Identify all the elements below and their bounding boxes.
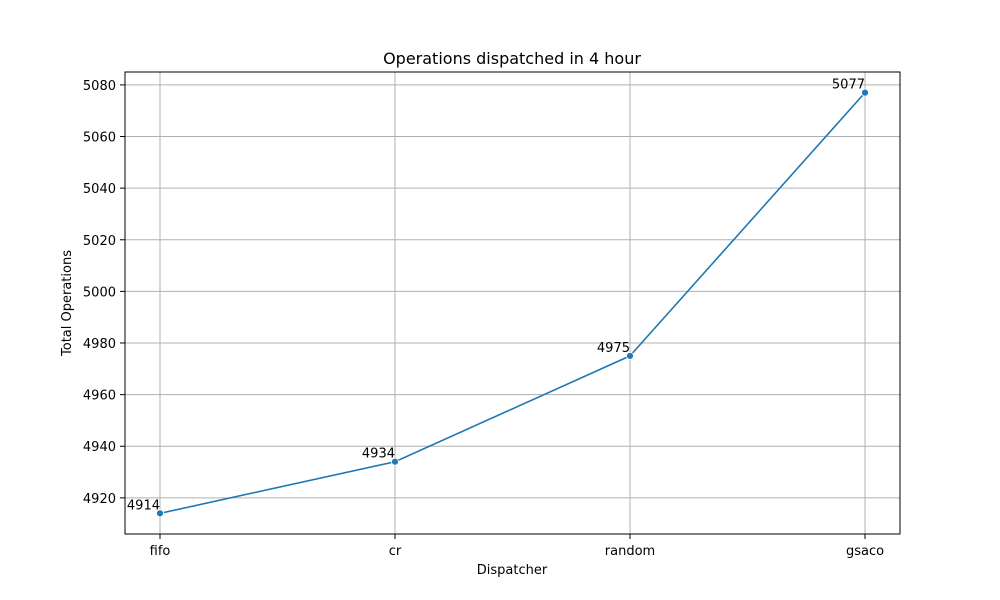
y-tick-label: 5040 bbox=[83, 182, 116, 197]
data-point bbox=[156, 509, 164, 518]
data-point bbox=[861, 88, 869, 97]
chart-title: Operations dispatched in 4 hour bbox=[383, 49, 641, 68]
y-tick-label: 5060 bbox=[83, 131, 116, 146]
y-tick-label: 5000 bbox=[83, 285, 116, 300]
data-point bbox=[626, 352, 634, 360]
series-line bbox=[159, 92, 866, 515]
plot-frame bbox=[124, 71, 901, 535]
y-tick-label: 4980 bbox=[83, 337, 116, 352]
y-tick-label: 5020 bbox=[83, 234, 116, 249]
x-tick-label: gsaco bbox=[846, 544, 884, 559]
y-tick-label: 4920 bbox=[83, 492, 116, 507]
data-point bbox=[391, 457, 399, 466]
y-axis-label: Total Operations bbox=[60, 250, 75, 357]
data-label: 4914 bbox=[127, 498, 160, 513]
data-label: 4975 bbox=[597, 341, 630, 356]
y-tick-label: 4940 bbox=[83, 440, 116, 455]
data-label: 4934 bbox=[362, 447, 395, 462]
series-group: 4914 4934 4975 5077 bbox=[127, 78, 869, 518]
x-tick-label: cr bbox=[389, 544, 402, 559]
y-tick-label: 4960 bbox=[83, 389, 116, 404]
x-tick-label: random bbox=[605, 544, 655, 559]
grid-lines bbox=[125, 72, 900, 534]
x-tick-label: fifo bbox=[150, 544, 171, 559]
y-tick-label: 5080 bbox=[83, 79, 116, 94]
axis-ticks: fifo cr random gsaco 4920 4940 4960 4980 5000 502… bbox=[83, 79, 884, 559]
data-label: 5077 bbox=[832, 78, 865, 93]
x-axis-label: Dispatcher bbox=[477, 563, 548, 578]
